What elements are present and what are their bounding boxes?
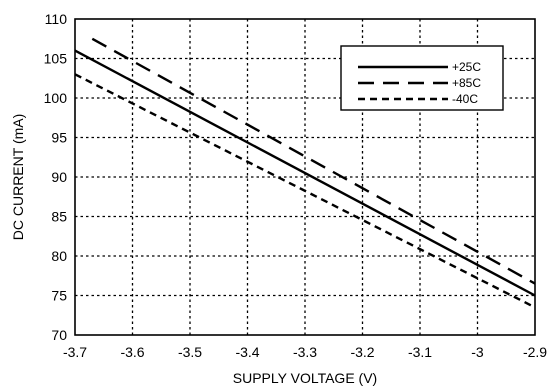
legend: +25C +85C -40C — [340, 45, 504, 111]
y-tick-label: 90 — [51, 169, 67, 185]
series-lines — [74, 37, 536, 309]
y-tick-label: 110 — [45, 11, 68, 27]
y-tick-label: 95 — [51, 130, 67, 146]
plot-frame — [74, 18, 536, 336]
y-tick-label: 80 — [51, 248, 67, 264]
y-axis-label: DC CURRENT (mA) — [10, 114, 26, 241]
x-tick-label: -3.4 — [235, 344, 259, 360]
legend-label-0: +25C — [452, 60, 481, 74]
series-line-0 — [74, 49, 536, 297]
series-line-1 — [91, 37, 536, 285]
x-tick-label: -2.9 — [523, 344, 547, 360]
x-tick-label: -3.7 — [63, 344, 87, 360]
legend-label-2: -40C — [452, 92, 478, 106]
y-tick-label: 100 — [44, 90, 68, 106]
legend-label-1: +85C — [452, 76, 481, 90]
y-tick-label: 85 — [51, 209, 67, 225]
x-tick-label: -3.6 — [120, 344, 144, 360]
y-tick-label: 75 — [51, 288, 67, 304]
y-tick-label: 105 — [44, 51, 68, 67]
x-tick-label: -3 — [471, 344, 484, 360]
x-tick-label: -3.1 — [408, 344, 432, 360]
tick-labels: -3.7 -3.6 -3.5 -3.4 -3.3 -3.2 -3.1 -3 -2.9 70 75 80… — [44, 11, 548, 360]
x-tick-label: -3.2 — [350, 344, 374, 360]
x-axis-label: SUPPLY VOLTAGE (V) — [233, 370, 377, 386]
x-tick-label: -3.3 — [293, 344, 317, 360]
series-line-2 — [74, 73, 536, 309]
y-tick-label: 70 — [51, 327, 67, 343]
x-tick-label: -3.5 — [178, 344, 202, 360]
